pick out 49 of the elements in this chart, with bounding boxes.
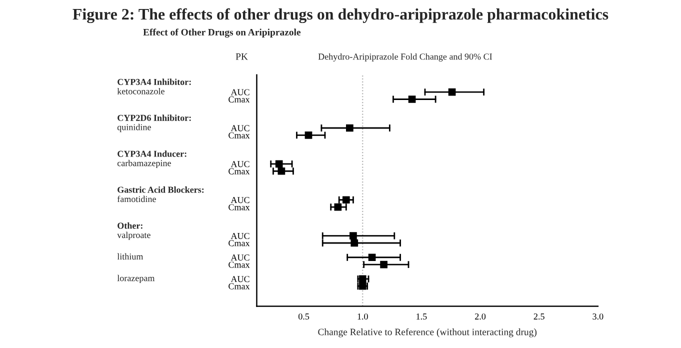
point <box>275 160 283 168</box>
text: CYP3A4 Inducer: <box>118 150 186 157</box>
text: ketoconazole <box>117 88 164 94</box>
text: CYP2D6 Inhibitor: <box>118 114 191 121</box>
text: Gastric Acid Blockers: <box>118 186 204 193</box>
y-tick-label: AUC <box>230 197 250 204</box>
point <box>278 167 286 175</box>
x-tick-label: 1.0 <box>358 313 368 320</box>
point <box>346 124 354 132</box>
x-axis-title: Change Relative to Reference (without interacting drug) <box>318 328 537 338</box>
y-tick-label: AUC <box>230 161 250 168</box>
x-tick-label: 1.5 <box>416 313 427 320</box>
point <box>408 96 416 103</box>
point <box>334 203 342 211</box>
point <box>448 88 456 96</box>
text: valproate <box>117 232 150 240</box>
y-tick-label: AUC <box>230 254 250 261</box>
point <box>350 239 358 247</box>
x-tick-label: 3.0 <box>592 313 604 320</box>
y-tick-label: Cmax <box>228 283 250 290</box>
x-tick-label: 0.5 <box>298 313 310 320</box>
chart-title: Figure 2: The effects of other drugs on dehydro-aripiprazole pharmacokinetics <box>72 8 608 24</box>
point <box>350 232 357 240</box>
y-tick-label: Cmax <box>228 168 250 174</box>
y-tick-label: Cmax <box>228 262 250 268</box>
x-tick-label: 2.5 <box>534 313 544 320</box>
point <box>342 196 350 204</box>
y-tick-label: AUC <box>230 125 250 132</box>
y-tick-label: AUC <box>230 232 250 240</box>
x-tick-label: 2.0 <box>475 313 486 320</box>
y-tick-label: Cmax <box>228 132 250 138</box>
text: famotidine <box>117 196 156 202</box>
y-tick-label: AUC <box>230 89 250 96</box>
text: carbamazepine <box>117 160 171 168</box>
y-tick-label: Cmax <box>228 240 250 246</box>
text: Other: <box>118 222 142 229</box>
text: CYP3A4 Inhibitor: <box>118 78 191 86</box>
y-tick-label: Cmax <box>228 96 250 102</box>
y-tick-label: AUC <box>230 276 250 282</box>
text: Dehydro-Aripiprazole Fold Change and 90% CI <box>318 53 492 62</box>
text: lorazepam <box>117 274 155 284</box>
text: quinidine <box>117 124 151 132</box>
point <box>304 132 312 139</box>
chart-subtitle: Effect of Other Drugs on Aripiprazole <box>143 28 301 38</box>
point <box>380 260 388 268</box>
y-tick-label: Cmax <box>228 204 250 210</box>
point <box>368 254 376 262</box>
text: PK <box>236 53 248 60</box>
text: lithium <box>117 253 144 260</box>
